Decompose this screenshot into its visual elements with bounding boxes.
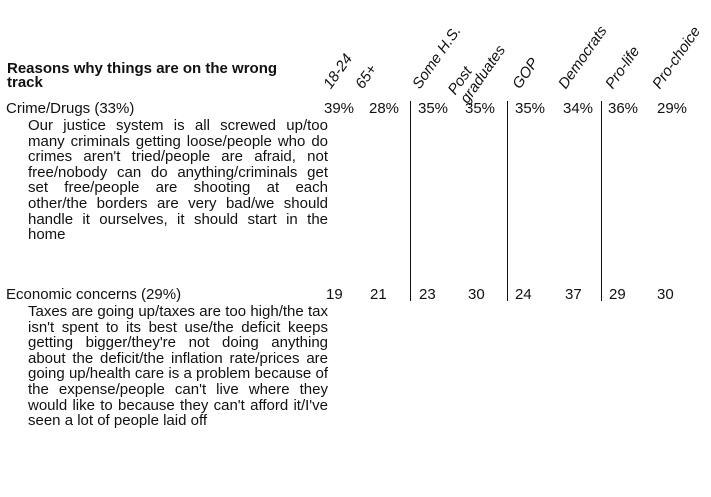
table-cell: 30 <box>468 286 485 303</box>
table-cell: 39% <box>324 100 355 117</box>
table-cell: 21 <box>370 286 387 303</box>
table-cell: 28% <box>369 100 400 117</box>
table-cell: 23 <box>419 286 436 303</box>
table-cell: 34% <box>563 100 594 117</box>
column-header-65-plus: 65+ <box>352 61 381 92</box>
column-header-pro-choice: Pro-choice <box>649 23 705 92</box>
table-cell: 29% <box>657 100 688 117</box>
table-cell: 19 <box>326 286 343 303</box>
table-cell: 35% <box>418 100 449 117</box>
row-label-economic-concerns: Economic concerns (29%) <box>6 286 182 303</box>
table-cell: 29 <box>609 286 626 303</box>
table-cell: 30 <box>657 286 674 303</box>
row-description-economic-concerns: Taxes are going up/taxes are too high/th… <box>28 303 328 430</box>
table-cell: 35% <box>465 100 496 117</box>
table-cell: 35% <box>515 100 546 117</box>
column-divider <box>601 101 602 301</box>
table-cell: 24 <box>515 286 532 303</box>
row-label-crime-drugs: Crime/Drugs (33%) <box>6 100 135 117</box>
column-header-gop: GOP <box>509 54 543 92</box>
table-cell: 37 <box>565 286 582 303</box>
row-description-crime-drugs: Our justice system is all screwed up/too… <box>28 117 328 244</box>
column-divider <box>507 101 508 301</box>
column-divider <box>410 101 411 301</box>
column-header-pro-life: Pro-life <box>602 43 644 92</box>
column-header-18-24: 18-24 <box>320 50 357 92</box>
table-cell: 36% <box>608 100 639 117</box>
table-title: Reasons why things are on the wrong trac… <box>7 60 278 91</box>
